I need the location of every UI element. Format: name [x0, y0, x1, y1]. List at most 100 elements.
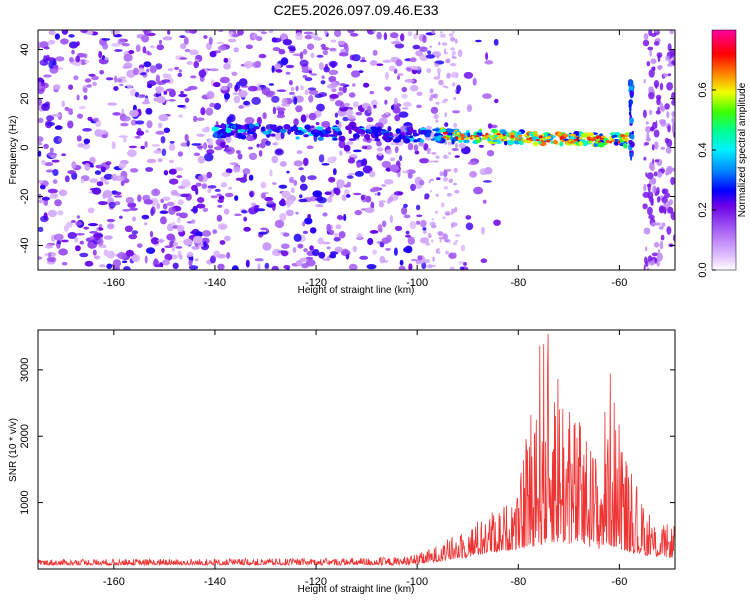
spectrogram-spike-blob: [631, 130, 634, 135]
spectrogram-noise-blob: [91, 75, 99, 81]
spectrogram-trace-blob: [467, 132, 471, 138]
spectrogram-trace-blob: [240, 128, 246, 133]
spectrogram-noise-blob: [160, 136, 166, 144]
spectrogram-noise-blob: [346, 181, 352, 187]
spectrogram-noise-blob: [256, 116, 262, 125]
spectrogram-noise-blob: [666, 165, 673, 173]
spectrogram-noise-blob: [451, 55, 455, 59]
spectrogram-spike-blob: [628, 140, 632, 145]
spectrogram-noise-blob: [268, 30, 274, 34]
spectrogram-noise-blob: [339, 83, 346, 87]
spectrogram-noise-blob: [328, 76, 337, 83]
spectrogram-noise-blob: [289, 176, 295, 184]
spectrogram-noise-blob: [449, 266, 455, 270]
spectrogram-noise-blob: [38, 45, 41, 50]
spectrogram-noise-blob: [229, 162, 239, 165]
spectrogram-noise-blob: [351, 83, 356, 87]
spectrogram-trace-blob: [337, 131, 343, 136]
spectrogram-noise-blob: [437, 72, 441, 78]
snr-xtick-label: -160: [103, 576, 125, 588]
spectrogram-noise-blob: [272, 142, 279, 146]
spectrogram-noise-blob: [662, 73, 668, 78]
spectrogram-trace-blob: [290, 126, 295, 131]
spectrogram-noise-blob: [302, 221, 306, 227]
spectrogram-noise-blob: [115, 175, 126, 182]
spectrogram-noise-blob: [437, 231, 444, 236]
spectrogram-noise-blob: [156, 44, 165, 51]
spectrogram-trace-blob: [266, 134, 270, 138]
spectrogram-noise-blob: [656, 196, 661, 203]
spectrogram-noise-blob: [106, 218, 115, 223]
spectrogram-noise-blob: [196, 133, 205, 137]
spectrogram-trace-blob: [401, 135, 406, 140]
spectrogram-noise-blob: [346, 194, 351, 198]
spectrogram-noise-blob: [99, 70, 105, 75]
spectrogram-noise-blob: [225, 192, 234, 198]
spectrogram-noise-blob: [645, 126, 652, 133]
spectrogram-noise-blob: [352, 245, 358, 253]
spectrogram-noise-blob: [176, 193, 181, 197]
spectrogram-noise-blob: [154, 188, 158, 194]
spectrogram-noise-blob: [88, 223, 98, 227]
spectrogram-noise-blob: [665, 55, 670, 61]
spectrogram-noise-blob: [106, 263, 113, 270]
spectrogram-noise-blob: [422, 227, 427, 231]
spectrogram-noise-blob: [242, 168, 251, 175]
spectrogram-noise-blob: [105, 161, 112, 166]
spectrogram-noise-blob: [146, 158, 157, 164]
spectrogram-trace-core: [526, 138, 529, 141]
spectrogram-noise-blob: [426, 68, 432, 74]
spectrogram-noise-blob: [41, 103, 50, 111]
spectrogram-trace-blob: [491, 128, 498, 134]
spectrogram-noise-blob: [224, 235, 231, 242]
spectrogram-noise-blob: [61, 239, 69, 243]
spectrogram-spike-blob: [628, 85, 634, 93]
spectrogram-noise-blob: [443, 169, 448, 177]
spectrogram-noise-blob: [146, 32, 156, 37]
spectrogram-noise-blob: [293, 118, 299, 126]
spectrogram-noise-blob: [118, 163, 126, 169]
spectrogram-noise-blob: [338, 231, 346, 239]
spectrogram-noise-blob: [391, 105, 395, 110]
spectrogram-noise-blob: [117, 38, 126, 45]
spectrogram-ytick-label: 20: [19, 92, 31, 104]
spectrogram-noise-blob: [295, 85, 299, 92]
spectrogram-noise-blob: [143, 199, 153, 205]
spectrogram-trace-blob: [297, 129, 302, 134]
snr-xtick-label: -120: [305, 576, 327, 588]
spectrogram-noise-blob: [220, 85, 228, 91]
spectrogram-noise-blob: [411, 258, 418, 262]
spectrogram-ytick-label: 0: [19, 144, 31, 150]
spectrogram-noise-blob: [245, 259, 250, 268]
spectrogram-noise-blob: [407, 31, 413, 37]
spectrogram-noise-blob: [435, 155, 440, 159]
spectrogram-noise-blob: [153, 97, 158, 102]
spectrogram-trace-blob: [398, 134, 402, 141]
spectrogram-trace-blob: [385, 137, 390, 143]
spectrogram-noise-blob: [172, 236, 176, 242]
spectrogram-noise-blob: [145, 167, 154, 172]
spectrogram-noise-blob: [385, 149, 393, 155]
spectrogram-noise-blob: [237, 153, 243, 160]
colorbar: 0.0 0.2 0.4 0.6 Normalized spectral amplitu…: [697, 29, 748, 278]
spectrogram-noise-blob: [652, 185, 657, 194]
spectrogram-noise-blob: [158, 114, 169, 122]
spectrogram-noise-blob: [661, 222, 666, 227]
spectrogram-noise-blob: [649, 49, 652, 57]
spectrogram-noise-blob: [450, 62, 457, 67]
spectrogram-trace-blob: [236, 124, 242, 128]
spectrogram-noise-blob: [334, 112, 338, 118]
spectrogram-noise-blob: [478, 144, 484, 148]
spectrogram-noise-blob: [428, 180, 431, 184]
spectrogram-trace-blob: [232, 130, 238, 133]
spectrogram-noise-blob: [371, 99, 378, 107]
spectrogram-noise-blob: [318, 92, 328, 97]
spectrogram-noise-blob: [250, 202, 257, 207]
spectrogram-noise-blob: [417, 255, 423, 261]
spectrogram-noise-blob: [57, 240, 62, 245]
spectrogram-trace-blob: [420, 129, 427, 135]
spectrogram-noise-blob: [75, 245, 81, 252]
spectrogram-noise-blob: [132, 216, 136, 222]
spectrogram-noise-blob: [155, 74, 161, 83]
spectrogram-noise-blob: [391, 41, 401, 45]
